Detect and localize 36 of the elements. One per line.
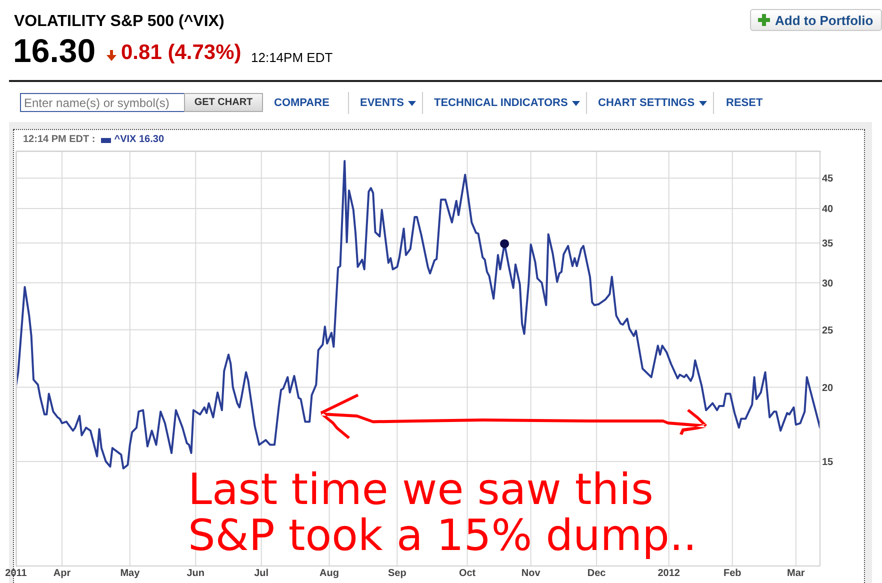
chart-subtitle: 16.30: [13, 32, 96, 69]
x-tick-label: 2011: [5, 568, 28, 580]
x-tick-label: Dec: [587, 568, 606, 580]
x-tick-label: Sep: [388, 568, 406, 580]
x-tick-label: 2012: [658, 568, 680, 580]
x-tick-label: Apr: [53, 568, 71, 580]
text: RESET: [726, 97, 763, 109]
x-tick-label: Feb: [723, 568, 742, 580]
x-tick-label: Nov: [521, 568, 541, 580]
y-tick-label: 15: [822, 457, 834, 468]
text: CHART SETTINGS: [598, 97, 695, 109]
y-tick-label: 30: [822, 278, 834, 290]
annotation: Last time we saw this S&P took a 15% dump..: [188, 465, 697, 561]
search-field: Enter name(s) or symbol(s): [20, 93, 185, 112]
x-tick-label: May: [120, 568, 140, 580]
y-tick-label: 45: [822, 174, 834, 185]
text: COMPARE: [274, 97, 330, 109]
x-tick-label: Mar: [787, 568, 805, 580]
x-tick-label: Aug: [320, 568, 339, 580]
chart-title: VOLATILITY S&P 500 (^VIX): [14, 13, 224, 30]
y-tick-label: 25: [822, 325, 834, 336]
y-tick-label: 35: [822, 238, 834, 250]
y-tick-label: 20: [822, 382, 834, 394]
x-tick-label: Jun: [186, 568, 205, 580]
add-to-portfolio-button: Add to Portfolio: [750, 9, 882, 31]
text: 12:14PM EDT: [251, 50, 333, 65]
text: 0.81 (4.73%): [121, 41, 242, 64]
y-tick-label: 40: [822, 204, 834, 216]
line-series: [16, 160, 820, 470]
x-tick-label: Oct: [458, 568, 476, 580]
get-chart-button: GET CHART: [184, 93, 263, 112]
text: EVENTS: [360, 97, 404, 109]
x-tick-label: Jul: [254, 568, 269, 580]
legend-title: 12:14 PM EDT :: [23, 134, 96, 146]
legend-label: ^VIX 16.30: [114, 134, 164, 146]
text: TECHNICAL INDICATORS: [434, 97, 568, 109]
